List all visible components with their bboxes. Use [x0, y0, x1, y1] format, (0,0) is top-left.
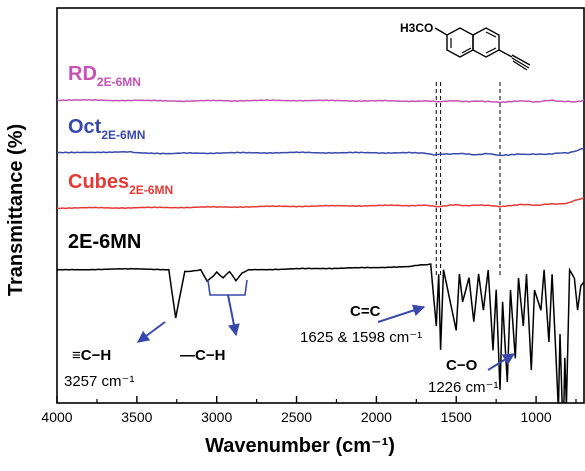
x-tick-label: 3500	[121, 409, 152, 425]
ch-alkyl-bracket	[207, 279, 248, 296]
x-tick-label: 1500	[441, 409, 472, 425]
series-label-1: Oct2E-6MN	[68, 116, 145, 142]
ch-alkyl-label: —C−H	[180, 347, 225, 364]
series-group	[57, 98, 584, 403]
ch-alkyl-arrow	[227, 294, 240, 337]
cc-label: C=C	[350, 303, 381, 320]
y-axis-title: Transmittance (%)	[5, 124, 27, 296]
double-bond-4	[485, 47, 497, 54]
co-arrow	[487, 353, 516, 371]
methoxy-bond	[434, 27, 448, 36]
molecule-structure: H3CO	[400, 21, 531, 71]
x-axis-title: Wavenumber (cm⁻¹)	[205, 435, 395, 457]
x-axis-ticks: 4000 3500 3000 2500 2000 1500 1000	[41, 396, 577, 425]
series-line-0	[57, 98, 584, 104]
x-tick-label: 1000	[521, 409, 552, 425]
ch-triple-value: 3257 cm⁻¹	[64, 373, 134, 390]
x-tick-label: 3000	[201, 409, 232, 425]
ch-triple-arrow	[137, 321, 166, 343]
ch-triple-label: ≡C−H	[72, 347, 111, 364]
cc-arrow	[377, 304, 426, 323]
series-line-2	[57, 196, 584, 210]
series-line-3	[57, 263, 584, 403]
peak-marker-lines	[435, 82, 501, 278]
x-tick-label: 2500	[281, 409, 312, 425]
methoxy-label: H3CO	[400, 21, 433, 35]
triple-bond-b	[511, 57, 530, 69]
series-line-1	[57, 147, 584, 157]
annotations: —C−H ≡C−H 3257 cm⁻¹ C=C 1625 & 1598 cm⁻¹…	[64, 279, 516, 396]
co-label: C−O	[446, 357, 478, 374]
double-bond-3	[485, 31, 497, 38]
series-labels: RD2E-6MN Oct2E-6MN Cubes2E-6MN 2E-6MN	[68, 63, 173, 253]
triple-bond-a	[511, 54, 531, 66]
plot-frame	[56, 7, 585, 404]
cc-value: 1625 & 1598 cm⁻¹	[300, 329, 422, 346]
double-bond-2	[461, 47, 472, 54]
x-tick-label: 4000	[41, 409, 72, 425]
x-tick-label: 2000	[361, 409, 392, 425]
series-label-2: Cubes2E-6MN	[68, 171, 173, 197]
ethynyl-bond	[498, 49, 513, 58]
triple-bond-c	[512, 60, 528, 71]
series-label-0: RD2E-6MN	[68, 63, 141, 89]
series-label-3: 2E-6MN	[68, 231, 141, 253]
co-value: 1226 cm⁻¹	[428, 379, 498, 396]
